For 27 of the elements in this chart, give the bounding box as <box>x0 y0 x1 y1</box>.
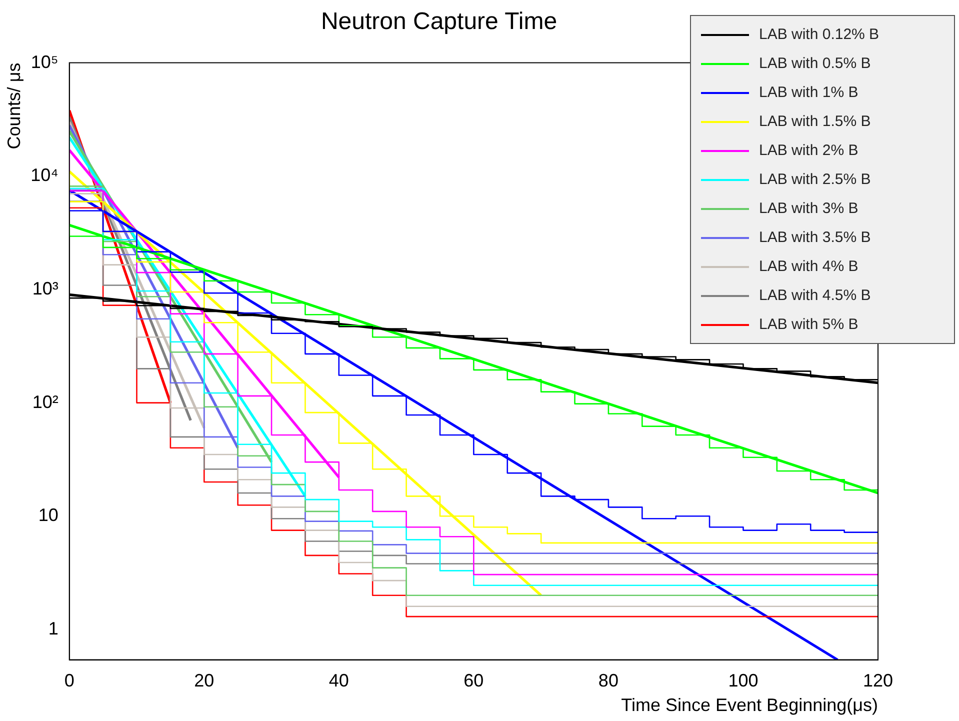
legend-label: LAB with 1% B <box>759 84 858 101</box>
legend-label: LAB with 3% B <box>759 200 858 217</box>
x-tick-label: 100 <box>728 670 758 691</box>
y-axis-title: Counts/ μs <box>4 62 24 150</box>
y-tick-label: 10⁴ <box>30 165 58 186</box>
x-tick-label: 60 <box>464 670 484 691</box>
x-tick-label: 120 <box>862 670 894 691</box>
x-tick-label: 80 <box>598 670 618 691</box>
legend-label: LAB with 3.5% B <box>759 229 871 246</box>
y-tick-label: 10 <box>38 505 58 526</box>
chart-title: Neutron Capture Time <box>320 8 558 36</box>
legend-label: LAB with 5% B <box>759 316 858 333</box>
x-axis-title: Time Since Event Beginning(μs) <box>621 695 878 716</box>
legend-label: LAB with 1.5% B <box>759 113 871 130</box>
legend-label: LAB with 2% B <box>759 142 858 159</box>
y-tick-label: 1 <box>48 618 58 638</box>
x-tick-label: 40 <box>328 670 349 691</box>
y-tick-label: 10⁵ <box>30 52 58 72</box>
legend-label: LAB with 4% B <box>759 258 858 275</box>
x-tick-label: 0 <box>64 670 74 691</box>
legend-label: LAB with 2.5% B <box>759 171 871 188</box>
y-tick-label: 10³ <box>32 278 58 298</box>
legend-label: LAB with 4.5% B <box>759 287 871 304</box>
y-tick-label: 10² <box>32 392 58 412</box>
x-tick-label: 20 <box>194 670 214 691</box>
legend-label: LAB with 0.5% B <box>759 55 871 72</box>
legend-label: LAB with 0.12% B <box>759 26 880 43</box>
